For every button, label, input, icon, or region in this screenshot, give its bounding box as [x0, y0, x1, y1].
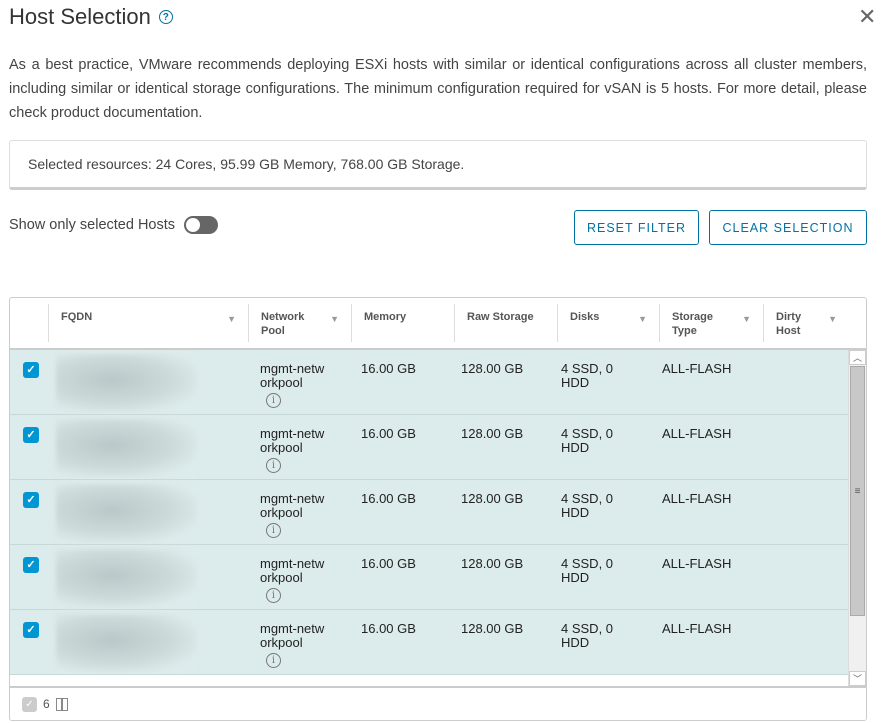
row-checkbox[interactable]: ✓ [23, 492, 39, 508]
table-header: FQDN ▼ Network Pool ▼ Memory Raw Storage D… [10, 298, 866, 350]
disks-cell: 4 SSD, 0 HDD [561, 556, 614, 585]
disks-cell: 4 SSD, 0 HDD [561, 426, 614, 455]
column-header-fqdn[interactable]: FQDN ▼ [48, 304, 248, 342]
raw-storage-cell: 128.00 GB [461, 621, 524, 636]
show-selected-toggle-row: Show only selected Hosts [9, 216, 219, 234]
info-icon[interactable]: i [266, 523, 281, 538]
network-pool-cell: mgmt-networkpool i [260, 426, 325, 473]
memory-cell: 16.00 GB [361, 426, 416, 441]
filter-icon[interactable]: ▼ [828, 314, 837, 324]
clear-selection-button[interactable]: CLEAR SELECTION [709, 210, 867, 245]
memory-cell: 16.00 GB [361, 621, 416, 636]
network-pool-cell: mgmt-networkpool i [260, 621, 325, 668]
column-header-storage-type[interactable]: Storage Type ▼ [659, 304, 763, 342]
storage-type-cell: ALL-FLASH [662, 621, 732, 636]
table-row[interactable]: ✓ mgmt-networkpool i 16.00 GB 128.00 GB 4… [10, 350, 848, 415]
selected-count: 6 [43, 697, 50, 711]
scroll-up-icon[interactable]: ︿ [849, 350, 866, 365]
title-text: Host Selection [9, 4, 151, 29]
raw-storage-cell: 128.00 GB [461, 556, 524, 571]
network-pool-cell: mgmt-networkpool i [260, 556, 325, 603]
storage-type-cell: ALL-FLASH [662, 426, 732, 441]
column-toggle-icon[interactable] [55, 697, 68, 711]
fqdn-cell-redacted [56, 354, 196, 412]
storage-type-cell: ALL-FLASH [662, 556, 732, 571]
description: As a best practice, VMware recommends de… [9, 57, 867, 121]
fqdn-cell-redacted [56, 484, 196, 542]
network-pool-cell: mgmt-networkpool i [260, 491, 325, 538]
raw-storage-cell: 128.00 GB [461, 426, 524, 441]
storage-type-cell: ALL-FLASH [662, 361, 732, 376]
row-checkbox[interactable]: ✓ [23, 362, 39, 378]
vertical-scrollbar[interactable]: ︿ ≡ ﹀ [848, 350, 866, 686]
table-row[interactable]: ✓ mgmt-networkpool i 16.00 GB 128.00 GB 4… [10, 610, 848, 675]
info-icon[interactable]: i [266, 393, 281, 408]
show-selected-toggle[interactable] [184, 216, 219, 234]
table-row[interactable]: ✓ mgmt-networkpool i 16.00 GB 128.00 GB 4… [10, 545, 848, 610]
network-pool-cell: mgmt-networkpool i [260, 361, 325, 408]
info-icon[interactable]: i [266, 588, 281, 603]
selected-count-checkbox-icon: ✓ [22, 696, 37, 712]
hosts-datagrid: FQDN ▼ Network Pool ▼ Memory Raw Storage D… [9, 297, 867, 721]
fqdn-cell-redacted [56, 614, 196, 672]
raw-storage-cell: 128.00 GB [461, 491, 524, 506]
filter-icon[interactable]: ▼ [742, 314, 751, 324]
close-icon[interactable]: ✕ [858, 4, 877, 29]
disks-cell: 4 SSD, 0 HDD [561, 621, 614, 650]
reset-filter-button[interactable]: RESET FILTER [574, 210, 699, 245]
raw-storage-cell: 128.00 GB [461, 361, 524, 376]
row-checkbox[interactable]: ✓ [23, 427, 39, 443]
column-header-dirty-host[interactable]: Dirty Host ▼ [763, 304, 849, 342]
selected-resources-panel: Selected resources: 24 Cores, 95.99 GB M… [9, 140, 867, 190]
table-row[interactable]: ✓ mgmt-networkpool i 16.00 GB 128.00 GB 4… [10, 480, 848, 545]
storage-type-cell: ALL-FLASH [662, 491, 732, 506]
table-footer: ✓ 6 [10, 686, 866, 720]
column-header-network-pool[interactable]: Network Pool ▼ [248, 304, 351, 342]
help-circle-icon[interactable]: ? [158, 10, 173, 24]
scrollbar-thumb[interactable]: ≡ [850, 366, 865, 616]
column-header-memory[interactable]: Memory [351, 304, 454, 342]
memory-cell: 16.00 GB [361, 491, 416, 506]
column-header-raw-storage[interactable]: Raw Storage [454, 304, 557, 342]
row-checkbox[interactable]: ✓ [23, 557, 39, 573]
filter-icon[interactable]: ▼ [227, 314, 236, 324]
dialog-title: Host Selection? [9, 4, 173, 30]
filter-icon[interactable]: ▼ [638, 314, 647, 324]
disks-cell: 4 SSD, 0 HDD [561, 361, 614, 390]
fqdn-cell-redacted [56, 549, 196, 607]
row-checkbox[interactable]: ✓ [23, 622, 39, 638]
memory-cell: 16.00 GB [361, 556, 416, 571]
info-icon[interactable]: i [266, 653, 281, 668]
scroll-down-icon[interactable]: ﹀ [849, 671, 866, 686]
info-icon[interactable]: i [266, 458, 281, 473]
filter-icon[interactable]: ▼ [330, 314, 339, 324]
fqdn-cell-redacted [56, 419, 196, 477]
disks-cell: 4 SSD, 0 HDD [561, 491, 614, 520]
table-row[interactable]: ✓ mgmt-networkpool i 16.00 GB 128.00 GB 4… [10, 415, 848, 480]
memory-cell: 16.00 GB [361, 361, 416, 376]
column-header-disks[interactable]: Disks ▼ [557, 304, 659, 342]
toggle-label: Show only selected Hosts [9, 217, 176, 233]
